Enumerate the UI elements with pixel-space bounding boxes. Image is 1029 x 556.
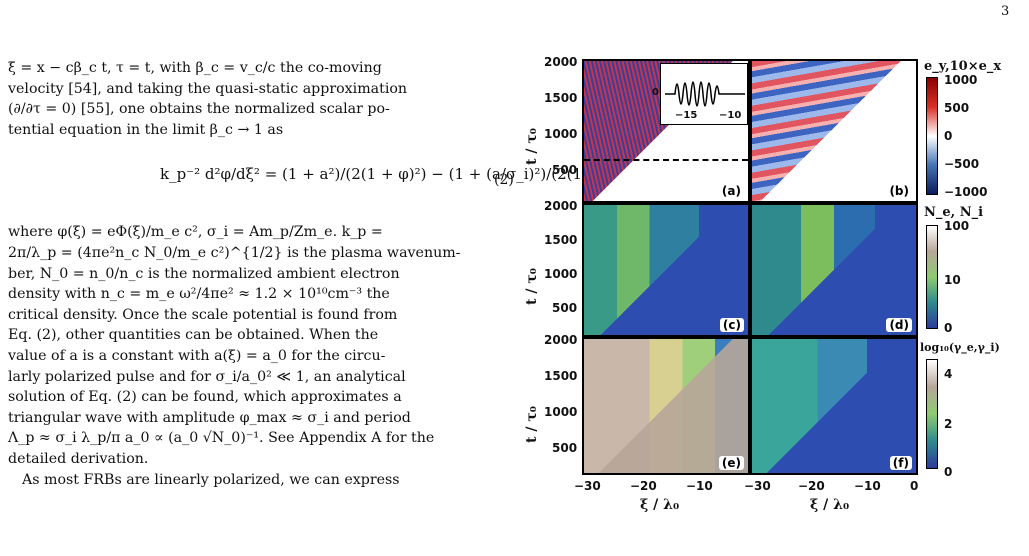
equation-number: (2) bbox=[494, 172, 514, 188]
panel-label-b: (b) bbox=[886, 184, 912, 198]
text-line: velocity [54], and taking the quasi-stat… bbox=[8, 80, 408, 97]
text-line: (∂/∂τ = 0) [55], one obtains the normali… bbox=[8, 101, 390, 118]
panel-label-a: (a) bbox=[718, 184, 744, 198]
colorbar-3-title: log₁₀(γ_e,γ_i) bbox=[920, 341, 1000, 354]
colorbar-1-tick: 0 bbox=[944, 129, 953, 143]
text-line: density with n_c = m_e ω²/4πe² ≈ 1.2 × 1… bbox=[8, 286, 390, 303]
text-line: where φ(ξ) = eΦ(ξ)/m_e c², σ_i = Am_p/Zm… bbox=[8, 224, 383, 241]
colorbar-3 bbox=[926, 359, 938, 469]
x-tick: −20 bbox=[630, 479, 657, 493]
y-tick: 1500 bbox=[544, 91, 578, 105]
colorbar-2-title: N_e, N_i bbox=[924, 205, 984, 220]
text-line: Λ_p ≈ σ_i λ_p/π a_0 ∝ (a_0 √N_0)⁻¹. See … bbox=[8, 430, 435, 447]
colorbar-2 bbox=[926, 225, 938, 329]
panel-label-f: (f) bbox=[889, 456, 912, 470]
colorbar-1-title: e_y,10×e_x bbox=[924, 59, 1002, 74]
x-tick: −30 bbox=[744, 479, 771, 493]
panel-e: (e) bbox=[582, 337, 750, 475]
density-triangle bbox=[584, 205, 748, 335]
colorbar-1-tick: 1000 bbox=[944, 73, 978, 87]
text-line: ξ = x − cβ_c t, τ = t, with β_c = v_c/c … bbox=[8, 60, 382, 76]
text-line: value of a is a constant with a(ξ) = a_0… bbox=[8, 347, 386, 364]
y-tick: 2000 bbox=[544, 55, 578, 69]
colorbar-2-tick: 10 bbox=[944, 273, 961, 287]
colorbar-3-tick: 4 bbox=[944, 367, 953, 381]
panel-f: (f) bbox=[750, 337, 918, 475]
lorentz-triangle bbox=[752, 339, 916, 473]
lorentz-triangle bbox=[584, 339, 748, 473]
dashed-line bbox=[584, 159, 748, 161]
text-line: detailed derivation. bbox=[8, 450, 149, 467]
colorbar-1-tick: 500 bbox=[944, 101, 970, 115]
y-axis-label: t / τ₀ bbox=[524, 406, 540, 443]
body-text-column: ξ = x − cβ_c t, τ = t, with β_c = v_c/c … bbox=[8, 58, 508, 490]
y-tick: 500 bbox=[552, 301, 578, 315]
panel-b: (b) bbox=[750, 59, 918, 203]
y-tick: 2000 bbox=[544, 333, 578, 347]
text-line: ber, N_0 = n_0/n_c is the normalized amb… bbox=[8, 265, 400, 282]
inset-y-tick: 0 bbox=[652, 87, 659, 98]
paragraph-3: As most FRBs are linearly polarized, we … bbox=[8, 470, 508, 491]
x-tick: −20 bbox=[798, 479, 825, 493]
colorbar-1 bbox=[926, 77, 938, 195]
inset-plot: −15 −10 bbox=[660, 63, 748, 125]
text-line: 2π/λ_p = (4πe²n_c N_0/m_e c²)^{1/2} is t… bbox=[8, 244, 461, 261]
text-line: critical density. Once the scale potenti… bbox=[8, 306, 398, 323]
text-line: larly polarized pulse and for σ_i/a_0² ≪… bbox=[8, 368, 406, 385]
figure: −15 −10 0 (a) (b) (c) (d) (e) (f) t / τ₀… bbox=[520, 55, 1020, 545]
colorbar-2-tick: 0 bbox=[944, 321, 953, 335]
colorbar-1-tick: −1000 bbox=[944, 185, 988, 199]
y-tick: 500 bbox=[552, 441, 578, 455]
panel-label-d: (d) bbox=[886, 318, 912, 332]
x-tick: −30 bbox=[574, 479, 601, 493]
panel-a: −15 −10 0 (a) bbox=[582, 59, 750, 203]
y-tick: 1500 bbox=[544, 369, 578, 383]
page-number: 3 bbox=[1001, 4, 1010, 19]
text-line: triangular wave with amplitude φ_max ≈ σ… bbox=[8, 409, 411, 426]
inset-x-tick: −10 bbox=[719, 110, 742, 121]
y-tick: 1500 bbox=[544, 233, 578, 247]
equation-2: k_p⁻² d²φ/dξ² = (1 + a²)/(2(1 + φ)²) − (… bbox=[160, 165, 660, 183]
y-axis-label: t / τ₀ bbox=[524, 268, 540, 305]
paragraph-2: where φ(ξ) = eΦ(ξ)/m_e c², σ_i = Am_p/Zm… bbox=[8, 222, 508, 469]
y-tick: 500 bbox=[552, 163, 578, 177]
panel-label-e: (e) bbox=[718, 456, 744, 470]
panel-c: (c) bbox=[582, 203, 750, 337]
text-line: Eq. (2), other quantities can be obtaine… bbox=[8, 327, 379, 344]
panel-d: (d) bbox=[750, 203, 918, 337]
colorbar-1-tick: −500 bbox=[944, 157, 980, 171]
y-tick: 1000 bbox=[544, 127, 578, 141]
panel-label-c: (c) bbox=[719, 318, 744, 332]
x-tick: 0 bbox=[910, 479, 919, 493]
inset-x-tick: −15 bbox=[675, 110, 698, 121]
y-tick: 1000 bbox=[544, 405, 578, 419]
y-tick: 2000 bbox=[544, 199, 578, 213]
x-tick: −10 bbox=[854, 479, 881, 493]
colorbar-3-tick: 2 bbox=[944, 417, 953, 431]
text-line: tential equation in the limit β_c → 1 as bbox=[8, 121, 284, 138]
colorbar-2-tick: 100 bbox=[944, 219, 970, 233]
paragraph-1: ξ = x − cβ_c t, τ = t, with β_c = v_c/c … bbox=[8, 58, 508, 140]
x-axis-label: ξ / λ₀ bbox=[640, 497, 680, 513]
text-line: solution of Eq. (2) can be found, which … bbox=[8, 389, 402, 406]
colorbar-3-tick: 0 bbox=[944, 465, 953, 479]
x-tick: −10 bbox=[686, 479, 713, 493]
y-tick: 1000 bbox=[544, 267, 578, 281]
text-line: As most FRBs are linearly polarized, we … bbox=[22, 471, 400, 488]
x-axis-label: ξ / λ₀ bbox=[810, 497, 850, 513]
density-triangle bbox=[752, 205, 916, 335]
y-axis-label: t / τ₀ bbox=[524, 128, 540, 165]
